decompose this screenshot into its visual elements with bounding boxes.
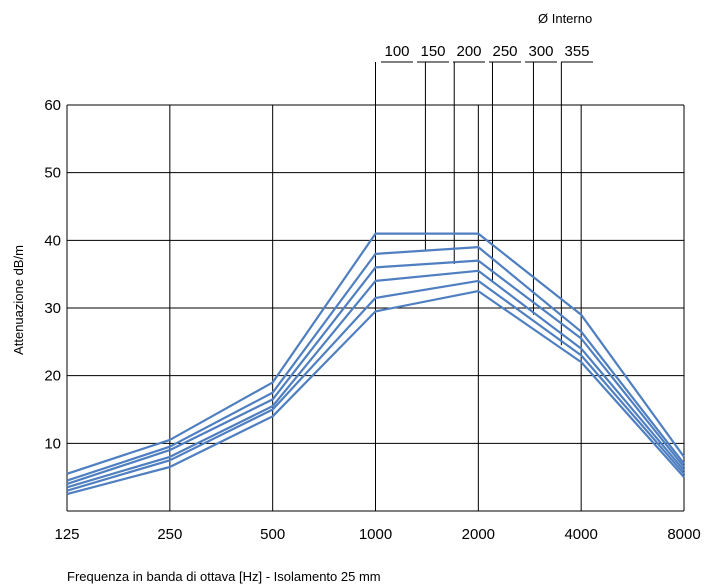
series-line-200	[66, 259, 685, 485]
legend-label-250: 250	[492, 43, 517, 60]
x-tick-label: 8000	[667, 526, 700, 543]
x-tick-label: 4000	[564, 526, 597, 543]
y-tick-label: 10	[44, 435, 61, 452]
x-tick-label: 250	[157, 526, 182, 543]
y-tick-label: 20	[44, 368, 61, 385]
series-line-150	[66, 246, 685, 482]
y-axis-title: Attenuazione dB/m	[11, 245, 26, 355]
y-tick-label: 60	[44, 97, 61, 114]
y-tick-label: 40	[44, 232, 61, 249]
y-tick-label: 30	[44, 300, 61, 317]
series-line-100	[66, 232, 685, 475]
legend-label-355: 355	[564, 43, 589, 60]
legend-label-100: 100	[384, 43, 409, 60]
legend-callouts: 100 150 200 250 300 355	[375, 43, 593, 346]
legend-label-300: 300	[528, 43, 553, 60]
x-tick-label: 1000	[359, 526, 392, 543]
x-axis-title: Frequenza in banda di ottava [Hz] - Isol…	[67, 569, 381, 584]
tick-labels: 125 250 500 1000 2000 4000 8000 10 20 30 40 50 60	[44, 97, 700, 543]
legend-label-150: 150	[420, 43, 445, 60]
series-line-355	[66, 290, 685, 496]
y-tick-label: 50	[44, 165, 61, 182]
legend-label-200: 200	[456, 43, 481, 60]
x-tick-label: 2000	[462, 526, 495, 543]
series-line-300	[66, 279, 685, 492]
legend-title: Ø Interno	[538, 11, 592, 26]
x-tick-label: 125	[54, 526, 79, 543]
series-line-250	[66, 269, 685, 489]
x-tick-label: 500	[260, 526, 285, 543]
series-lines	[66, 232, 685, 496]
